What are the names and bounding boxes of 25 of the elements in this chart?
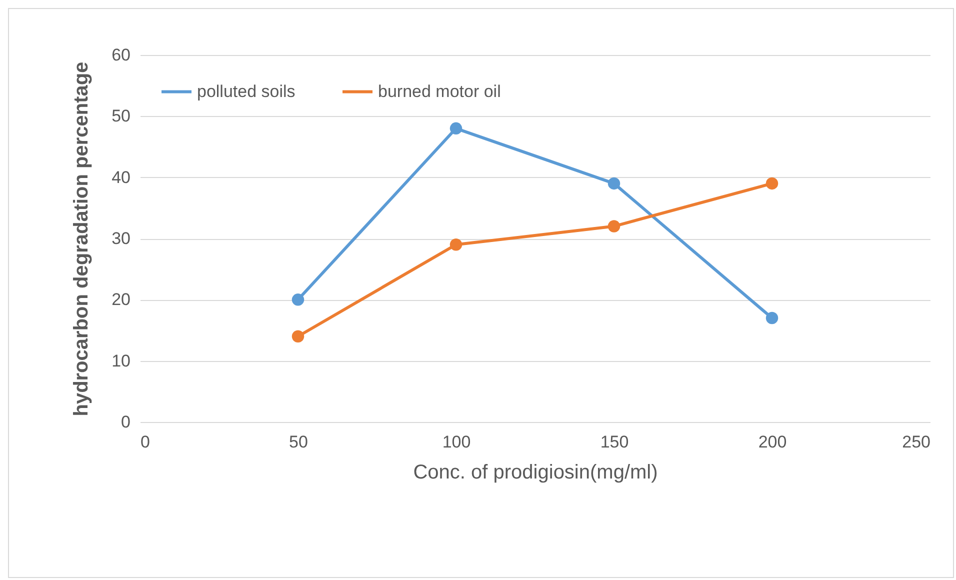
legend-label: burned motor oil: [378, 82, 501, 101]
point: [292, 330, 304, 342]
y-tick-label: 60: [112, 46, 130, 64]
y-axis-title: hydrocarbon degradation percentage: [70, 62, 93, 416]
point: [766, 177, 778, 190]
y-tick-label: 40: [112, 168, 130, 187]
x-axis-title: Conc. of prodigiosin(mg/ml): [413, 462, 658, 484]
x-tick-label: 200: [758, 432, 787, 452]
y-tick-label: 0: [121, 412, 130, 432]
y-tick-label: 20: [112, 290, 130, 310]
y-tick-label: 10: [112, 351, 130, 370]
point: [450, 238, 462, 251]
x-tick-label: 250: [902, 432, 930, 452]
x-tick-label: 50: [289, 432, 308, 452]
x-tick-label: 100: [442, 432, 471, 452]
point: [608, 220, 620, 232]
point: [450, 122, 462, 135]
point: [608, 177, 620, 190]
x-tick-label: 150: [600, 432, 629, 452]
y-tick-label: 30: [112, 229, 130, 248]
x-tick-label: 0: [140, 432, 150, 452]
legend-label: polluted soils: [197, 82, 296, 101]
point: [766, 312, 778, 324]
y-tick-label: 50: [112, 106, 130, 126]
point: [292, 294, 304, 306]
